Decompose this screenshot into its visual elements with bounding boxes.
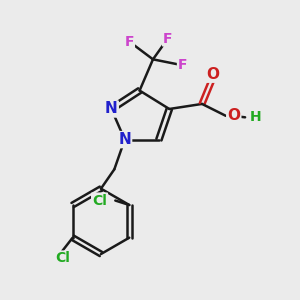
Text: F: F xyxy=(124,34,134,49)
Text: O: O xyxy=(206,67,219,82)
Text: F: F xyxy=(163,32,172,46)
Text: Cl: Cl xyxy=(55,251,70,266)
Text: H: H xyxy=(250,110,261,124)
Text: Cl: Cl xyxy=(92,194,107,208)
Text: N: N xyxy=(118,132,131,147)
Text: F: F xyxy=(178,58,188,72)
Text: O: O xyxy=(227,108,240,123)
Text: N: N xyxy=(105,101,118,116)
